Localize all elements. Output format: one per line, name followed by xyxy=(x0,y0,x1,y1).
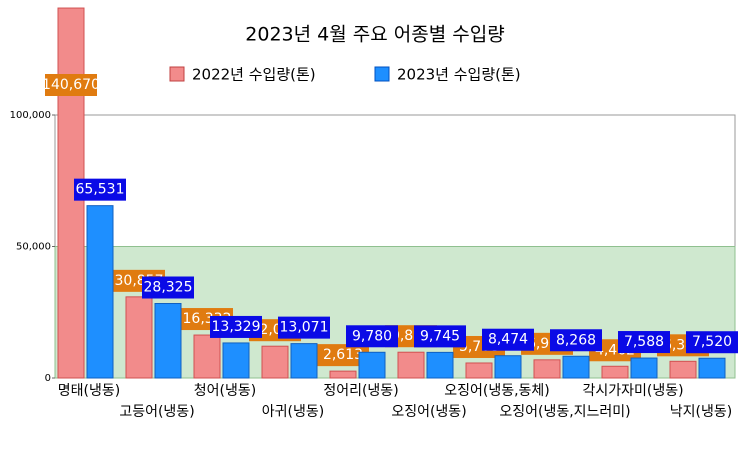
value-label: 2,613 xyxy=(323,347,363,363)
bar xyxy=(494,355,522,379)
x-tick-label: 각시가자미(냉동) xyxy=(582,383,683,399)
value-label: 9,780 xyxy=(352,328,392,344)
bar xyxy=(329,370,357,379)
value-label-box xyxy=(686,331,738,354)
value-label: 8,268 xyxy=(556,332,596,348)
bar xyxy=(533,359,561,379)
bar xyxy=(601,365,629,379)
x-tick-label: 낙지(냉동) xyxy=(670,404,732,420)
bar xyxy=(358,351,386,379)
value-label: 140,670 xyxy=(42,77,100,93)
x-tick-label: 청어(냉동) xyxy=(194,383,256,399)
value-label: 28,325 xyxy=(144,280,193,296)
bar xyxy=(426,351,454,379)
legend-swatch xyxy=(169,66,185,82)
value-label-box xyxy=(142,276,194,299)
value-label-box xyxy=(482,328,534,351)
value-label: 7,520 xyxy=(692,334,732,350)
bar xyxy=(290,343,318,379)
bar xyxy=(193,334,221,379)
bar xyxy=(465,362,493,379)
value-label: 65,531 xyxy=(76,182,125,198)
bar xyxy=(86,205,114,379)
value-label-box xyxy=(317,344,369,367)
x-tick-label: 명태(냉동) xyxy=(58,383,120,399)
bar xyxy=(562,355,590,379)
value-label: 13,329 xyxy=(212,319,261,335)
legend-swatch xyxy=(374,66,390,82)
y-tick-label: 0 xyxy=(45,373,51,384)
x-tick-label: 정어리(냉동) xyxy=(323,383,398,399)
bar xyxy=(397,351,425,379)
value-label-box xyxy=(210,315,262,338)
x-tick-label: 오징어(냉동,동체) xyxy=(444,383,550,399)
value-label: 9,745 xyxy=(420,328,460,344)
value-label-box xyxy=(74,178,126,201)
value-label: 7,588 xyxy=(624,334,664,350)
x-tick-label: 고등어(냉동) xyxy=(119,404,194,420)
chart-title: 2023년 4월 주요 어종별 수입량 xyxy=(245,24,504,46)
value-label-box xyxy=(278,316,330,339)
value-label: 13,071 xyxy=(280,320,329,336)
y-tick-label: 50,000 xyxy=(16,242,51,253)
value-label-box xyxy=(414,325,466,348)
bar xyxy=(222,342,250,379)
value-label-box xyxy=(45,74,97,96)
bar xyxy=(698,357,726,379)
x-tick-label: 아귀(냉동) xyxy=(262,404,324,420)
value-label: 8,474 xyxy=(488,332,528,348)
value-label-box xyxy=(346,325,398,348)
bar xyxy=(261,345,289,379)
value-label-box xyxy=(550,329,602,352)
bar xyxy=(630,357,658,379)
bar xyxy=(154,303,182,379)
y-tick-label: 100,000 xyxy=(10,110,51,121)
value-label-box xyxy=(618,331,670,354)
x-tick-label: 오징어(냉동,지느러미) xyxy=(499,404,630,420)
legend-label: 2022년 수입량(톤) xyxy=(192,66,316,84)
x-tick-label: 오징어(냉동) xyxy=(391,404,466,420)
bar xyxy=(669,360,697,379)
legend-label: 2023년 수입량(톤) xyxy=(397,66,521,84)
bar xyxy=(125,296,153,379)
